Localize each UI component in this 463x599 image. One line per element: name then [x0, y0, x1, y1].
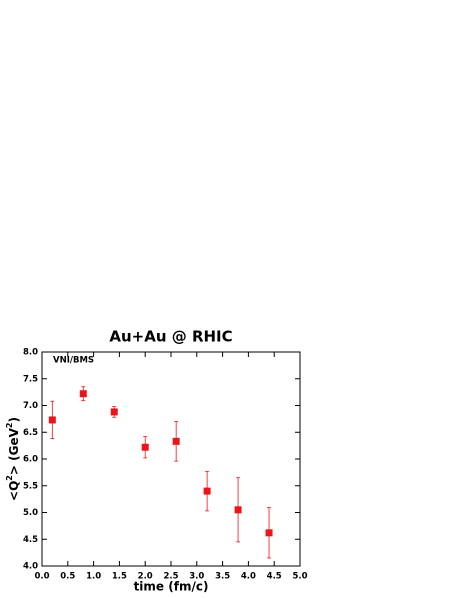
x-tick-label: 3.0: [189, 572, 204, 582]
x-tick-label: 4.5: [267, 572, 282, 582]
x-tick-label: 2.0: [138, 572, 153, 582]
data-point: [110, 408, 118, 416]
plot-frame: [41, 351, 301, 567]
y-tick-label: 8.0: [23, 348, 38, 358]
data-point: [141, 443, 149, 451]
x-axis-label: time (fm/c): [134, 580, 209, 594]
annotation: VNI/BMS: [53, 356, 94, 366]
x-tick-label: 0.5: [60, 572, 75, 582]
chart-title: Au+Au @ RHIC: [109, 328, 232, 346]
y-tick-label: 6.5: [23, 428, 38, 438]
x-tick-label: 5.0: [292, 572, 307, 582]
data-point: [203, 487, 211, 495]
x-tick-label: 0.0: [34, 572, 49, 582]
x-tick-label: 1.5: [112, 572, 127, 582]
y-tick-label: 5.5: [23, 481, 38, 491]
y-tick-label: 6.0: [23, 455, 38, 465]
x-tick-label: 2.5: [163, 572, 178, 582]
y-label-superscript: 2: [5, 475, 14, 481]
y-label-superscript: 2: [5, 423, 14, 429]
y-tick-label: 5.0: [23, 508, 38, 518]
y-tick-label: 7.5: [23, 374, 38, 384]
y-label-part: > (GeV: [7, 427, 21, 475]
y-label-part: ): [7, 417, 21, 422]
data-point: [79, 390, 87, 398]
data-point: [265, 529, 273, 537]
y-label-part: <Q: [7, 481, 21, 501]
x-tick-label: 4.0: [241, 572, 256, 582]
y-tick-label: 7.0: [23, 401, 38, 411]
y-tick-label: 4.0: [23, 562, 38, 572]
y-axis-label: <Q2> (GeV2): [5, 417, 21, 501]
y-tick-label: 4.5: [23, 535, 38, 545]
x-tick-label: 3.5: [215, 572, 230, 582]
x-tick-label: 1.0: [86, 572, 101, 582]
data-point: [172, 437, 180, 445]
data-point: [48, 416, 56, 424]
data-point: [234, 506, 242, 514]
